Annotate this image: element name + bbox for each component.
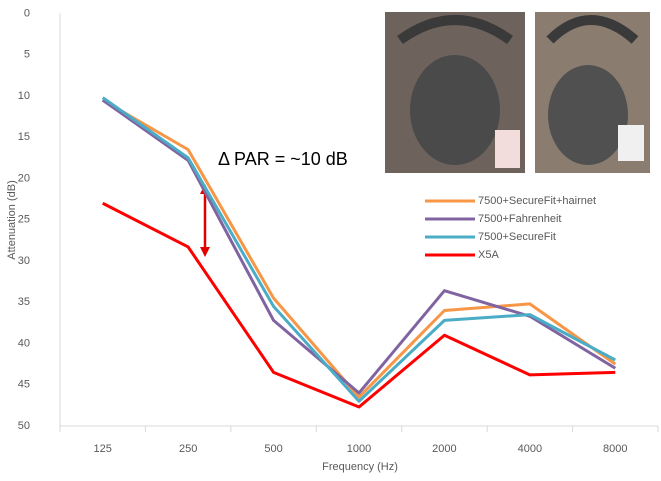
y-axis-title: Attenuation (dB) [6, 180, 18, 260]
y-tick-label: 30 [18, 255, 30, 267]
y-tick-label: 35 [18, 296, 30, 308]
y-tick-label: 10 [18, 90, 30, 102]
x-tick-label: 500 [264, 443, 282, 455]
filter [618, 125, 644, 161]
headband [397, 15, 513, 45]
earmuff [410, 55, 500, 165]
x-tick-label: 125 [94, 443, 112, 455]
legend-label: 7500+SecureFit+hairnet [478, 195, 596, 207]
x-tick-label: 250 [179, 443, 197, 455]
y-tick-label: 5 [24, 49, 30, 61]
annotation: Δ PAR = ~10 dB [218, 149, 348, 169]
photos [385, 12, 650, 173]
earmuff [548, 65, 628, 165]
series-line [101, 98, 617, 399]
x-tick-label: 2000 [432, 443, 456, 455]
series-line [102, 201, 616, 409]
y-tick-label: 20 [18, 172, 30, 184]
y-tick-label: 0 [24, 7, 30, 19]
legend-label: 7500+Fahrenheit [478, 213, 561, 225]
y-tick-label: 40 [18, 337, 30, 349]
headband [546, 15, 639, 44]
legend-label: 7500+SecureFit [478, 231, 556, 243]
series-line [101, 96, 616, 403]
y-tick-label: 50 [18, 420, 30, 432]
filter [495, 130, 520, 168]
y-tick-label: 45 [18, 379, 30, 391]
x-axis-title: Frequency (Hz) [322, 461, 398, 473]
x-tick-label: 8000 [603, 443, 627, 455]
legend-label: X5A [478, 249, 499, 261]
x-tick-label: 1000 [347, 443, 371, 455]
x-tick-label: 4000 [518, 443, 542, 455]
y-tick-label: 25 [18, 214, 30, 226]
y-tick-label: 15 [18, 131, 30, 143]
